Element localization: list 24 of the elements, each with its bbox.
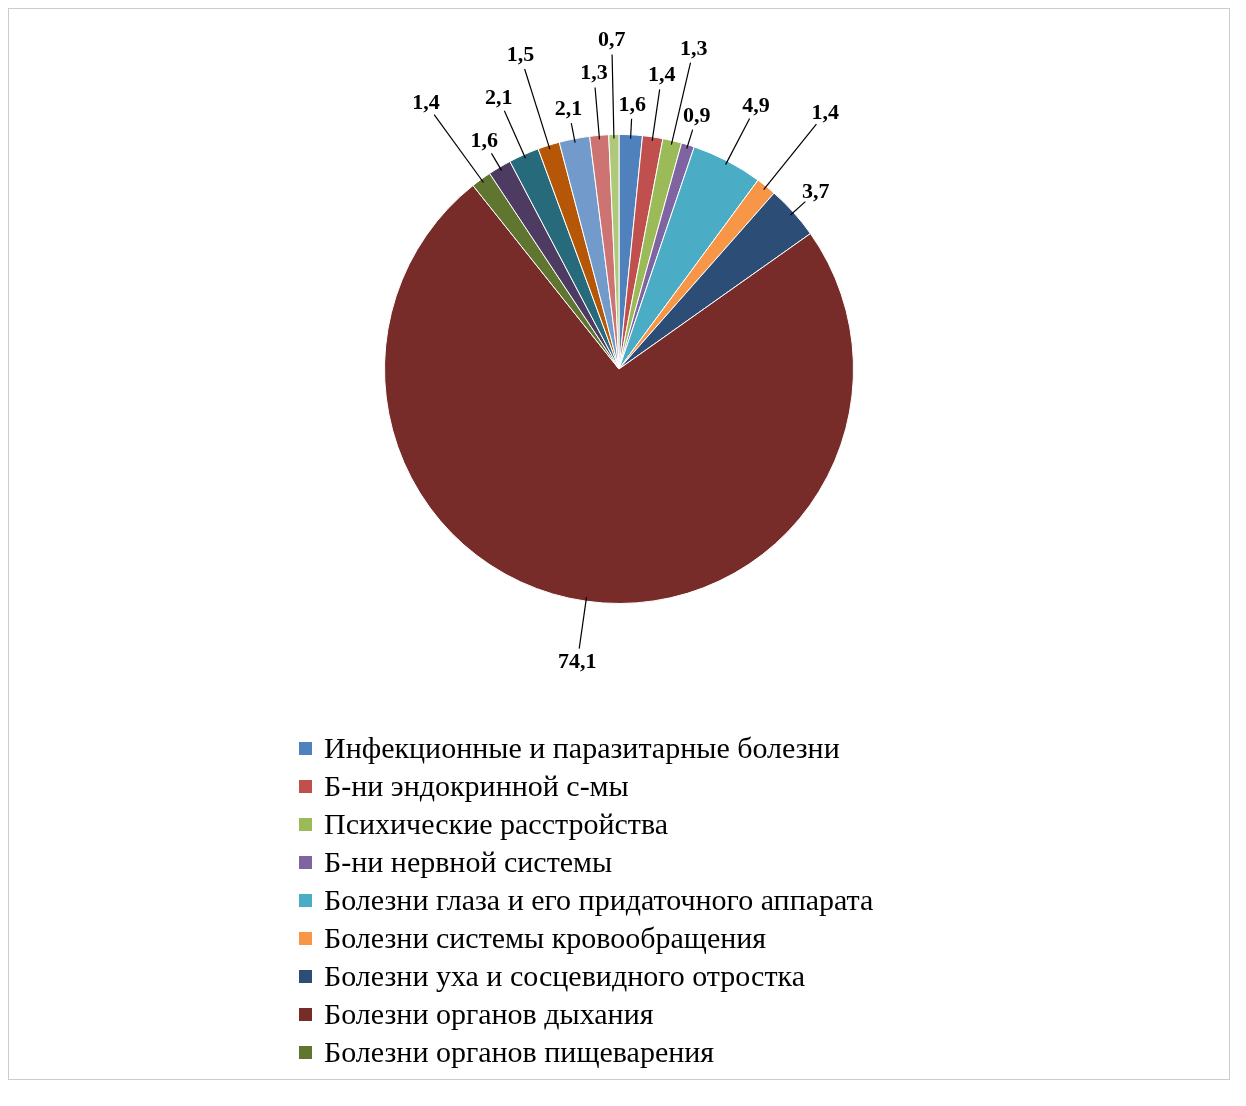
data-label: 1,4 — [811, 98, 839, 124]
legend-label: Инфекционные и паразитарные болезни — [324, 730, 840, 766]
data-label: 1,3 — [580, 59, 608, 85]
data-label: 2,1 — [554, 95, 583, 121]
data-label: 3,7 — [802, 177, 830, 203]
data-label: 1,5 — [506, 41, 535, 67]
data-label: 2,1 — [484, 83, 513, 109]
legend-label: Болезни системы кровообращения — [324, 920, 767, 956]
data-label: 4,9 — [742, 91, 770, 117]
legend-label: Психические расстройства — [324, 806, 668, 842]
data-label: 1,4 — [647, 61, 676, 87]
legend-label: Б-ни нервной системы — [324, 844, 613, 880]
legend-label: Болезни органов дыхания — [324, 996, 654, 1032]
data-label: 1,6 — [618, 90, 647, 116]
legend-label: Б-ни эндокринной с-мы — [324, 768, 629, 804]
data-label: 1,4 — [412, 88, 440, 114]
legend-label: Болезни уха и сосцевидного отростка — [324, 958, 805, 994]
data-label: 0,7 — [598, 26, 626, 52]
data-label: 0,9 — [683, 101, 711, 127]
legend-label: Болезни органов пищеварения — [324, 1034, 715, 1070]
legend-label: Болезни глаза и его придаточного аппарата — [324, 882, 874, 918]
data-label: 1,6 — [470, 127, 499, 153]
data-label: 1,3 — [679, 34, 708, 60]
data-label: 74,1 — [557, 648, 597, 674]
